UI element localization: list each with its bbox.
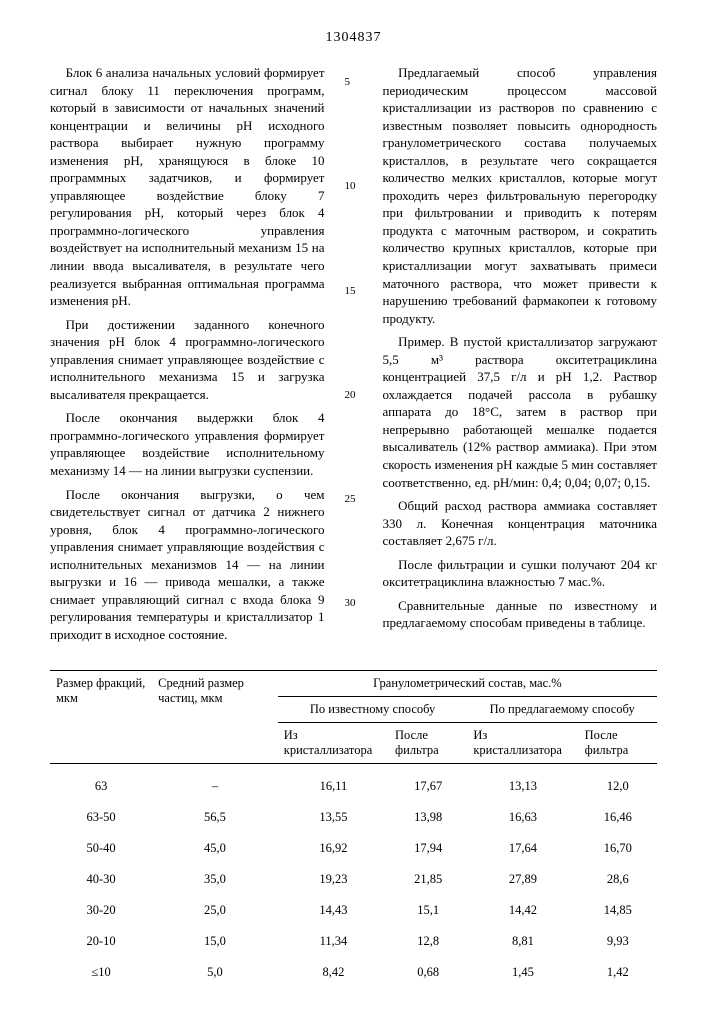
table-cell: 11,34 — [278, 926, 389, 957]
table-cell: 14,43 — [278, 895, 389, 926]
col-subheader: По известному способу — [278, 696, 468, 722]
table-row: 20-1015,011,3412,88,819,93 — [50, 926, 657, 957]
paragraph: После окончания выгрузки, о чем свидетел… — [50, 486, 325, 644]
col-header: Гранулометрический состав, мас.% — [278, 670, 657, 696]
paragraph: После окончания выдержки блок 4 программ… — [50, 409, 325, 479]
paragraph: Блок 6 анализа начальных условий формиру… — [50, 64, 325, 310]
table-cell: 63-50 — [50, 802, 152, 833]
table-cell: 20-10 — [50, 926, 152, 957]
table-cell: 21,85 — [389, 864, 467, 895]
table-cell: 27,89 — [467, 864, 578, 895]
col-subheader: После фильтра — [389, 722, 467, 763]
left-column: Блок 6 анализа начальных условий формиру… — [50, 64, 325, 650]
table-cell: 30-20 — [50, 895, 152, 926]
right-column: Предлагаемый способ управления периодиче… — [383, 64, 658, 650]
col-subheader: Из кристаллизатора — [278, 722, 389, 763]
table-cell: 28,6 — [579, 864, 657, 895]
table-cell: 17,67 — [389, 763, 467, 802]
table-cell: 13,55 — [278, 802, 389, 833]
data-table: Размер фракций, мкм Средний размер части… — [50, 670, 657, 988]
table-cell: 14,85 — [579, 895, 657, 926]
table-cell: 50-40 — [50, 833, 152, 864]
table-cell: 16,11 — [278, 763, 389, 802]
col-header: Средний размер частиц, мкм — [152, 670, 278, 763]
text-columns: Блок 6 анализа начальных условий формиру… — [50, 64, 657, 650]
table-cell: 16,70 — [579, 833, 657, 864]
table-row: 63-5056,513,5513,9816,6316,46 — [50, 802, 657, 833]
table-row: 30-2025,014,4315,114,4214,85 — [50, 895, 657, 926]
table-cell: 13,13 — [467, 763, 578, 802]
line-marker: 10 — [345, 180, 363, 192]
table-cell: 13,98 — [389, 802, 467, 833]
table-cell: 16,92 — [278, 833, 389, 864]
table-cell: 1,42 — [579, 957, 657, 988]
table-cell: 1,45 — [467, 957, 578, 988]
paragraph: Сравнительные данные по известному и пре… — [383, 597, 658, 632]
line-marker: 30 — [345, 597, 363, 609]
table-row: ≤105,08,420,681,451,42 — [50, 957, 657, 988]
table-cell: 63 — [50, 763, 152, 802]
col-header: Размер фракций, мкм — [50, 670, 152, 763]
paragraph: Общий расход раствора аммиака составляет… — [383, 497, 658, 550]
col-subheader: Из кристаллизатора — [467, 722, 578, 763]
table-cell: 8,81 — [467, 926, 578, 957]
table-cell: 12,0 — [579, 763, 657, 802]
table-cell: – — [152, 763, 278, 802]
table-row: 63–16,1117,6713,1312,0 — [50, 763, 657, 802]
col-subheader: После фильтра — [579, 722, 657, 763]
paragraph: Предлагаемый способ управления периодиче… — [383, 64, 658, 327]
table-cell: 17,64 — [467, 833, 578, 864]
col-subheader: По предлагаемому способу — [467, 696, 657, 722]
table-cell: 5,0 — [152, 957, 278, 988]
table-cell: 15,0 — [152, 926, 278, 957]
table-cell: 16,63 — [467, 802, 578, 833]
table-cell: 0,68 — [389, 957, 467, 988]
line-marker: 15 — [345, 285, 363, 297]
table-cell: 12,8 — [389, 926, 467, 957]
table-row: 40-3035,019,2321,8527,8928,6 — [50, 864, 657, 895]
table-cell: 45,0 — [152, 833, 278, 864]
table-cell: 8,42 — [278, 957, 389, 988]
line-marker: 20 — [345, 389, 363, 401]
line-marker: 25 — [345, 493, 363, 505]
table-cell: 35,0 — [152, 864, 278, 895]
table-cell: 9,93 — [579, 926, 657, 957]
table-cell: ≤10 — [50, 957, 152, 988]
paragraph: После фильтрации и сушки получают 204 кг… — [383, 556, 658, 591]
line-marker: 5 — [345, 76, 363, 88]
table-cell: 16,46 — [579, 802, 657, 833]
table-cell: 25,0 — [152, 895, 278, 926]
table-cell: 14,42 — [467, 895, 578, 926]
table-row: 50-4045,016,9217,9417,6416,70 — [50, 833, 657, 864]
table-cell: 56,5 — [152, 802, 278, 833]
paragraph: При достижении заданного конечного значе… — [50, 316, 325, 404]
paragraph: Пример. В пустой кристаллизатор загружаю… — [383, 333, 658, 491]
table-cell: 40-30 — [50, 864, 152, 895]
line-number-gutter: 5 10 15 20 25 30 — [345, 64, 363, 650]
document-number: 1304837 — [50, 30, 657, 46]
table-cell: 17,94 — [389, 833, 467, 864]
table-cell: 19,23 — [278, 864, 389, 895]
table-cell: 15,1 — [389, 895, 467, 926]
